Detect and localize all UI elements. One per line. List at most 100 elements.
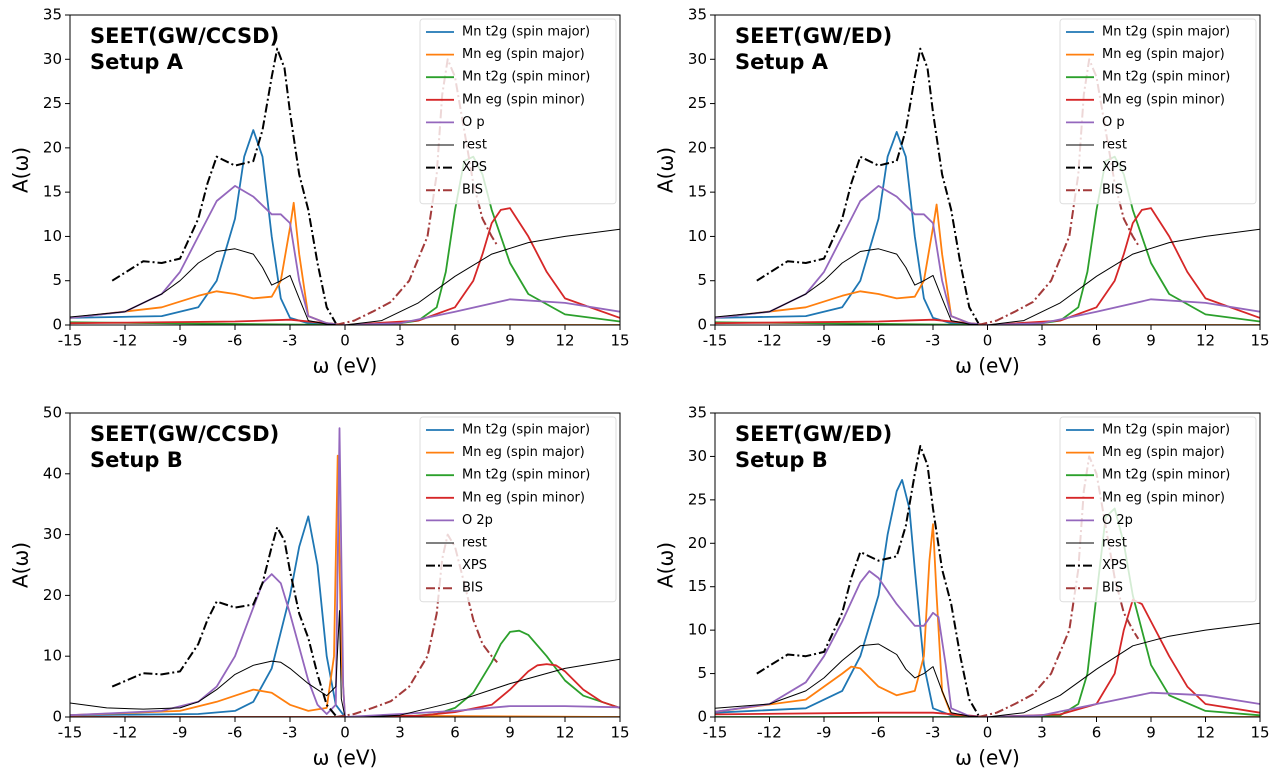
legend-label: BIS <box>1102 581 1123 596</box>
y-tick-label: 15 <box>688 577 707 595</box>
x-tick-label: 15 <box>1250 724 1269 742</box>
series-line <box>756 445 980 716</box>
x-tick-label: 6 <box>1092 332 1102 350</box>
x-tick-label: -6 <box>871 332 886 350</box>
legend-label: Mn t2g (spin major) <box>462 423 590 438</box>
x-tick-label: 9 <box>1146 332 1156 350</box>
y-tick-label: 5 <box>697 664 707 682</box>
x-axis-label: ω (eV) <box>313 354 378 378</box>
x-tick-label: -15 <box>703 724 728 742</box>
x-tick-label: 15 <box>610 332 629 350</box>
y-tick-label: 30 <box>43 525 62 543</box>
x-tick-label: -12 <box>113 724 138 742</box>
x-tick-label: -9 <box>817 724 832 742</box>
legend-label: Mn eg (spin major) <box>1102 445 1225 460</box>
y-tick-label: 5 <box>697 271 707 289</box>
y-tick-label: 35 <box>688 6 707 24</box>
series-line <box>70 185 620 325</box>
legend-label: Mn t2g (spin minor) <box>462 468 590 483</box>
legend-label: rest <box>462 138 487 153</box>
legend-label: Mn eg (spin minor) <box>1102 490 1225 505</box>
legend-label: Mn t2g (spin minor) <box>1102 468 1230 483</box>
series-line <box>715 598 1260 717</box>
panel: -15 -12 -9 -6 -3 0 3 6 9 12 15 0 5 10 15 20 25 30 35 ω (eV)… <box>654 6 1270 378</box>
series-line <box>111 526 337 717</box>
legend-label: Mn eg (spin major) <box>462 445 585 460</box>
panel-title: SEET(GW/ED) <box>735 422 892 446</box>
y-tick-label: 25 <box>43 94 62 112</box>
legend-label: rest <box>1102 138 1127 153</box>
panel-title: SEET(GW/CCSD) <box>90 24 279 48</box>
x-tick-label: 6 <box>450 724 460 742</box>
panel-subtitle: Setup A <box>735 50 829 74</box>
panel-title: SEET(GW/ED) <box>735 24 892 48</box>
x-tick-label: 12 <box>1196 724 1215 742</box>
legend-label: Mn eg (spin major) <box>462 47 585 62</box>
legend-label: O 2p <box>462 513 493 528</box>
legend-box <box>1059 416 1257 603</box>
series-line <box>70 207 620 325</box>
y-tick-label: 20 <box>43 586 62 604</box>
x-tick-label: -15 <box>58 332 83 350</box>
x-tick-label: 0 <box>340 332 350 350</box>
series-line <box>715 570 1260 717</box>
x-tick-label: 15 <box>610 724 629 742</box>
y-tick-label: 10 <box>43 647 62 665</box>
x-axis-label: ω (eV) <box>955 746 1020 769</box>
series-line <box>70 201 620 325</box>
legend-label: O 2p <box>1102 513 1133 528</box>
y-tick-label: 30 <box>688 447 707 465</box>
panel-title: SEET(GW/CCSD) <box>90 422 279 446</box>
x-tick-label: -3 <box>926 724 941 742</box>
x-tick-label: -3 <box>926 332 941 350</box>
x-tick-label: 15 <box>1250 332 1269 350</box>
y-tick-label: 20 <box>43 138 62 156</box>
series-line <box>70 228 620 325</box>
y-axis-label: A(ω) <box>9 147 33 193</box>
x-tick-label: 12 <box>1196 332 1215 350</box>
x-tick-label: -9 <box>173 332 188 350</box>
legend-label: Mn t2g (spin major) <box>462 25 590 40</box>
y-tick-label: 35 <box>43 6 62 24</box>
panel: -15 -12 -9 -6 -3 0 3 6 9 12 15 0 5 10 15 20 25 30 35 ω (eV)… <box>9 6 630 378</box>
panel: -15 -12 -9 -6 -3 0 3 6 9 12 15 0 10 20 30 40 50 ω (eV) A(ω… <box>9 404 630 769</box>
legend-label: XPS <box>462 558 487 573</box>
y-tick-label: 25 <box>688 94 707 112</box>
legend-label: Mn t2g (spin minor) <box>462 70 590 85</box>
x-tick-label: 3 <box>395 724 405 742</box>
x-tick-label: 12 <box>555 724 574 742</box>
series-line <box>715 185 1260 325</box>
legend-label: Mn t2g (spin minor) <box>1102 70 1230 85</box>
panel-subtitle: Setup B <box>735 448 828 472</box>
legend-box <box>419 18 617 205</box>
legend-label: XPS <box>1102 558 1127 573</box>
x-tick-label: -9 <box>173 724 188 742</box>
x-tick-label: -12 <box>113 332 138 350</box>
legend-label: O p <box>462 115 485 130</box>
x-tick-label: 0 <box>983 332 993 350</box>
x-tick-label: 9 <box>505 332 515 350</box>
series-line <box>70 610 620 717</box>
legend-label: Mn eg (spin minor) <box>462 490 585 505</box>
x-tick-label: 3 <box>395 332 405 350</box>
y-tick-label: 15 <box>43 183 62 201</box>
legend-label: BIS <box>1102 183 1123 198</box>
x-tick-label: -12 <box>757 724 782 742</box>
series-line <box>335 533 498 717</box>
x-tick-label: -12 <box>757 332 782 350</box>
legend-label: XPS <box>1102 160 1127 175</box>
legend-label: XPS <box>462 160 487 175</box>
x-axis-label: ω (eV) <box>955 354 1020 378</box>
x-tick-label: -9 <box>817 332 832 350</box>
y-tick-label: 30 <box>688 50 707 68</box>
series-line <box>715 203 1260 325</box>
legend-label: Mn eg (spin minor) <box>462 92 585 107</box>
y-axis-label: A(ω) <box>654 147 678 193</box>
series-line <box>715 207 1260 325</box>
legend-label: Mn eg (spin minor) <box>1102 92 1225 107</box>
y-tick-label: 25 <box>688 490 707 508</box>
y-tick-label: 50 <box>43 404 62 422</box>
x-tick-label: 9 <box>505 724 515 742</box>
y-tick-label: 40 <box>43 464 62 482</box>
